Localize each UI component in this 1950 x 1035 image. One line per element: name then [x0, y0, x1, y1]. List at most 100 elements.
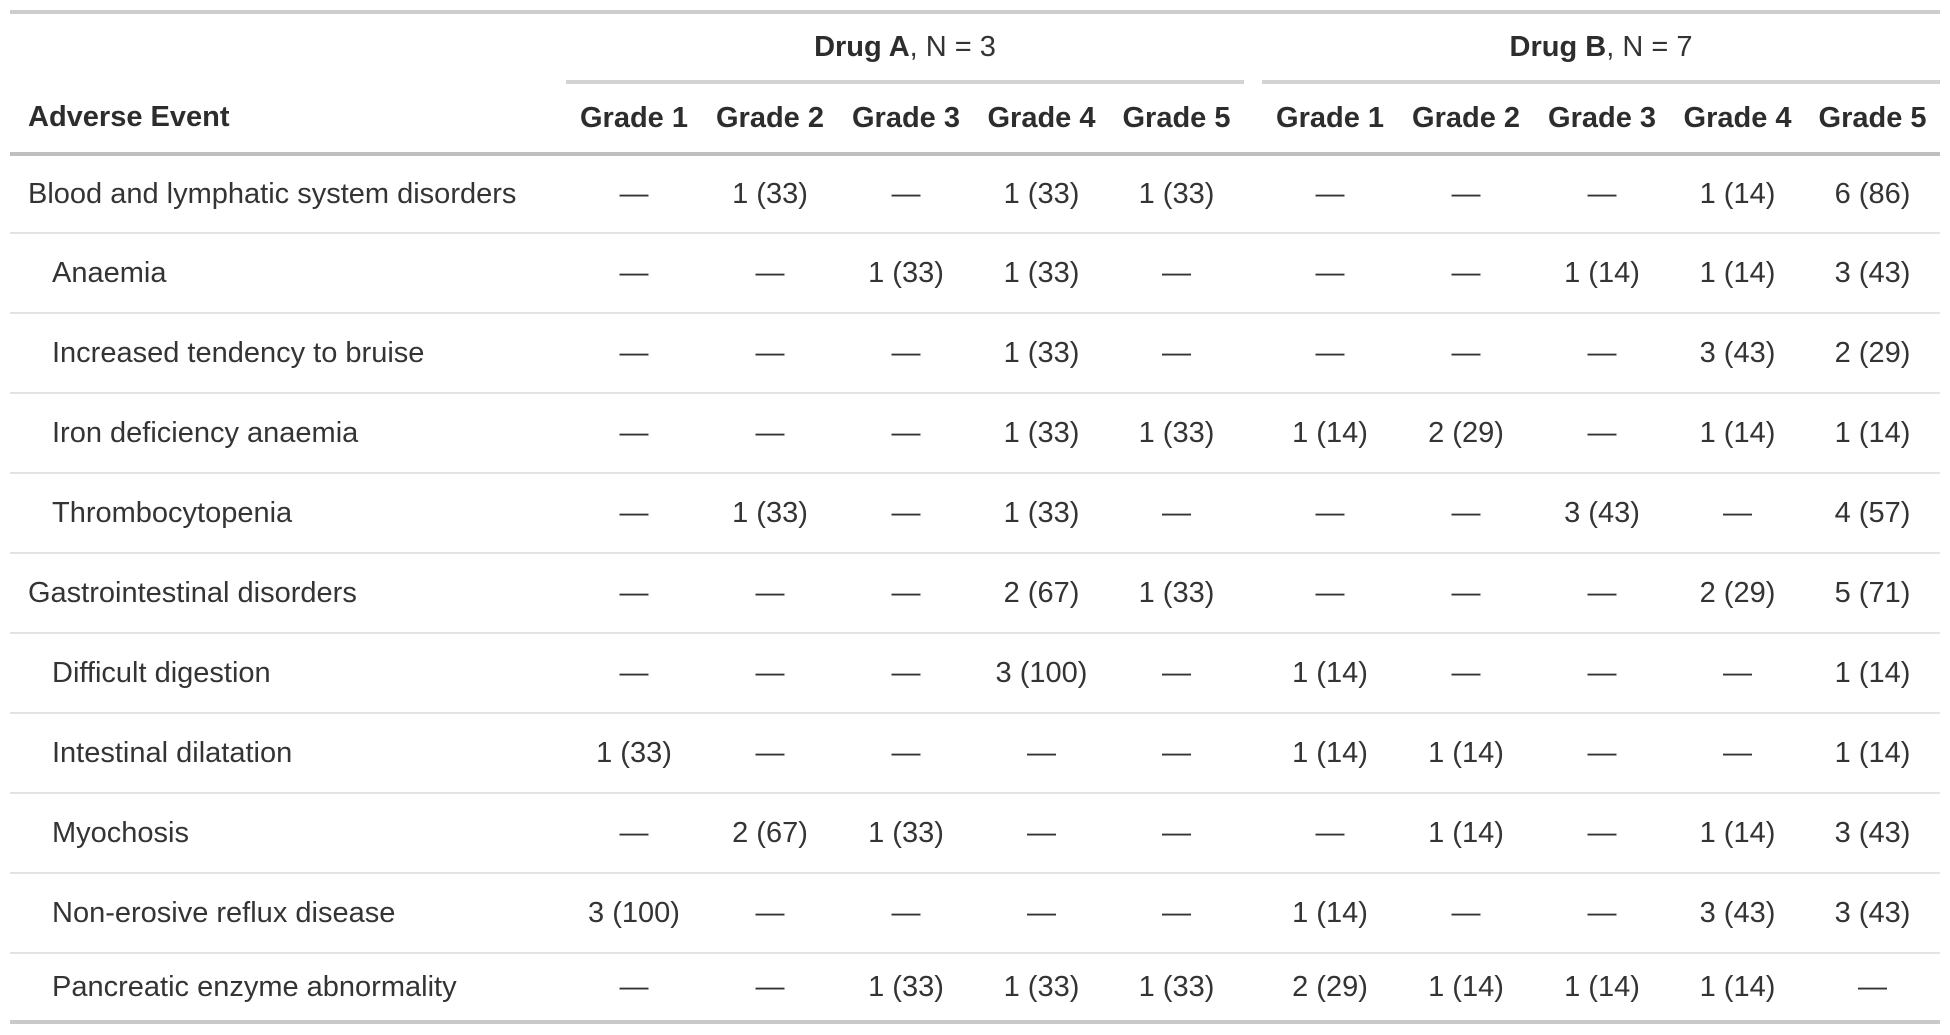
value-cell: — — [838, 392, 974, 473]
row-gap — [1244, 312, 1263, 393]
value-cell: 3 (43) — [1805, 792, 1941, 873]
value-cell: 5 (71) — [1805, 552, 1941, 633]
value-cell: 1 (33) — [702, 472, 838, 553]
value-cell: — — [1398, 472, 1535, 553]
value-cell: 3 (43) — [1534, 472, 1671, 553]
drug-a-grade-1-header: Grade 1 — [566, 82, 702, 156]
value-cell: — — [566, 312, 702, 393]
drug-a-grade-4-header: Grade 4 — [974, 82, 1109, 156]
value-cell: 1 (14) — [1670, 952, 1806, 1022]
table-row: Gastrointestinal disorders — — — 2 (67) … — [10, 552, 1941, 633]
value-cell: — — [566, 392, 702, 473]
value-cell: — — [1451, 177, 1481, 210]
drug-b-group-header: Drug B, N = 7 — [1262, 12, 1941, 84]
value-cell: 2 (29) — [1262, 952, 1399, 1022]
value-cell: 2 (67) — [974, 552, 1109, 633]
row-gap — [1244, 792, 1263, 873]
value-cell: 1 (14) — [1670, 392, 1806, 473]
value-cell: — — [838, 472, 974, 553]
drug-a-grade-2-header: Grade 2 — [702, 82, 838, 156]
value-cell: — — [1398, 632, 1535, 713]
value-cell: 1 (33) — [974, 232, 1109, 313]
adverse-event-label: Myochosis — [10, 792, 566, 873]
value-cell: 1 (14) — [1398, 712, 1535, 793]
value-cell: 1 (33) — [732, 177, 808, 210]
drug-b-grade-1-header: Grade 1 — [1262, 82, 1399, 156]
table-row: Intestinal dilatation 1 (33) — — — — 1 (… — [10, 712, 1941, 793]
adverse-event-label: Blood and lymphatic system disorders — [28, 177, 517, 210]
value-cell: — — [1262, 472, 1399, 553]
value-cell: — — [1398, 312, 1535, 393]
value-cell: — — [566, 472, 702, 553]
drug-b-grade-5-header: Grade 5 — [1805, 82, 1941, 156]
drug-b-grade-4-header: Grade 4 — [1670, 82, 1806, 156]
value-cell: 3 (43) — [1805, 872, 1941, 953]
value-cell: — — [702, 232, 838, 313]
value-cell: 1 (14) — [1805, 632, 1941, 713]
value-cell: 1 (14) — [1805, 392, 1941, 473]
value-cell: — — [1109, 312, 1245, 393]
adverse-event-label: Increased tendency to bruise — [10, 312, 566, 393]
value-cell: — — [891, 177, 921, 210]
value-cell: — — [974, 712, 1109, 793]
value-cell: 1 (14) — [1699, 177, 1776, 210]
value-cell: — — [1534, 712, 1671, 793]
row-gap — [1244, 232, 1263, 313]
value-cell: 1 (33) — [838, 792, 974, 873]
drug-b-group-name: Drug B — [1509, 30, 1607, 63]
value-cell: — — [702, 872, 838, 953]
value-cell: 3 (100) — [566, 872, 702, 953]
adverse-event-label: Non-erosive reflux disease — [10, 872, 566, 953]
row-gap — [1244, 712, 1263, 793]
table-row: Non-erosive reflux disease 3 (100) — — —… — [10, 872, 1941, 953]
row-gap — [1244, 472, 1263, 553]
value-cell: 3 (100) — [974, 632, 1109, 713]
value-cell: — — [1805, 952, 1941, 1022]
value-cell: — — [1534, 312, 1671, 393]
value-cell: — — [619, 177, 649, 210]
value-cell: — — [1587, 177, 1617, 210]
value-cell: 2 (67) — [702, 792, 838, 873]
value-cell: 1 (14) — [1805, 712, 1941, 793]
row-gap — [1244, 872, 1263, 953]
value-cell: — — [1262, 552, 1399, 633]
value-cell: 1 (33) — [974, 472, 1109, 553]
value-cell: — — [702, 712, 838, 793]
value-cell: 1 (14) — [1262, 712, 1399, 793]
value-cell: 1 (14) — [1534, 952, 1671, 1022]
value-cell: 1 (14) — [1398, 792, 1535, 873]
value-cell: 1 (14) — [1670, 792, 1806, 873]
value-cell: — — [1534, 792, 1671, 873]
value-cell: 1 (14) — [1670, 232, 1806, 313]
value-cell: — — [702, 552, 838, 633]
adverse-event-label: Difficult digestion — [10, 632, 566, 713]
header-gap — [1244, 82, 1263, 156]
value-cell: — — [1315, 177, 1345, 210]
value-cell: — — [1670, 472, 1806, 553]
value-cell: — — [566, 232, 702, 313]
adverse-event-label: Gastrointestinal disorders — [10, 552, 566, 633]
value-cell: 1 (14) — [1534, 232, 1671, 313]
value-cell: 1 (33) — [1003, 177, 1080, 210]
table-row: Increased tendency to bruise — — — 1 (33… — [10, 312, 1941, 393]
value-cell: 1 (33) — [1138, 177, 1215, 210]
value-cell: 1 (33) — [974, 312, 1109, 393]
value-cell: 1 (14) — [1262, 392, 1399, 473]
table-row: Iron deficiency anaemia — — — 1 (33) 1 (… — [10, 392, 1941, 473]
value-cell: — — [1109, 712, 1245, 793]
value-cell: — — [1534, 632, 1671, 713]
value-cell: 2 (29) — [1805, 312, 1941, 393]
value-cell: 1 (14) — [1262, 872, 1399, 953]
value-cell: — — [1109, 632, 1245, 713]
row-gap — [1244, 392, 1263, 473]
adverse-event-table: Drug A, N = 3 Drug B, N = 7 Adverse Even… — [10, 10, 1941, 1024]
value-cell: — — [566, 552, 702, 633]
drug-group-header-row: Drug A, N = 3 Drug B, N = 7 — [10, 12, 1941, 84]
value-cell: — — [1109, 232, 1245, 313]
drug-a-group-header: Drug A, N = 3 — [566, 12, 1245, 84]
adverse-event-label: Anaemia — [10, 232, 566, 313]
value-cell: 3 (43) — [1670, 872, 1806, 953]
drug-b-grade-3-header: Grade 3 — [1534, 82, 1671, 156]
value-cell: — — [1398, 232, 1535, 313]
value-cell: 3 (43) — [1805, 232, 1941, 313]
